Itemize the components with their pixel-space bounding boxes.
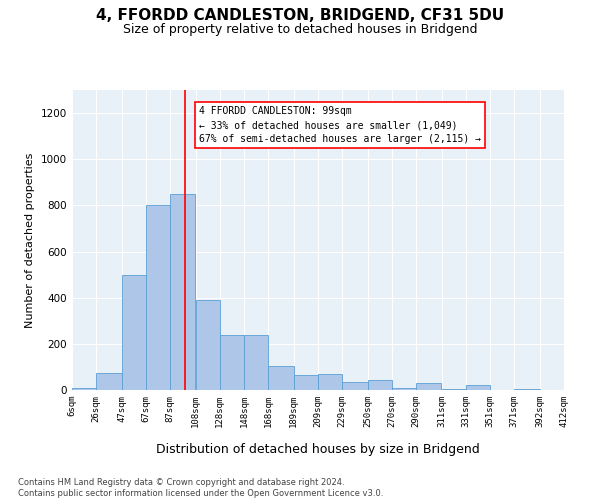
Bar: [368, 380, 392, 390]
Bar: [122, 274, 146, 390]
Bar: [442, 389, 466, 390]
Text: 4 FFORDD CANDLESTON: 99sqm
← 33% of detached houses are smaller (1,049)
67% of s: 4 FFORDD CANDLESTON: 99sqm ← 33% of deta…: [199, 106, 481, 144]
Y-axis label: Number of detached properties: Number of detached properties: [25, 152, 35, 328]
Text: Contains HM Land Registry data © Crown copyright and database right 2024.
Contai: Contains HM Land Registry data © Crown c…: [18, 478, 383, 498]
Bar: [220, 334, 244, 390]
Bar: [244, 334, 268, 390]
Bar: [392, 388, 416, 390]
Bar: [146, 206, 170, 390]
Bar: [196, 300, 220, 390]
Bar: [466, 386, 490, 390]
Text: Size of property relative to detached houses in Bridgend: Size of property relative to detached ho…: [123, 22, 477, 36]
Bar: [514, 389, 539, 390]
Bar: [97, 372, 122, 390]
Bar: [294, 375, 318, 390]
Bar: [170, 194, 196, 390]
Bar: [416, 383, 442, 390]
Bar: [268, 366, 293, 390]
Text: Distribution of detached houses by size in Bridgend: Distribution of detached houses by size …: [156, 442, 480, 456]
Bar: [72, 388, 96, 390]
Text: 4, FFORDD CANDLESTON, BRIDGEND, CF31 5DU: 4, FFORDD CANDLESTON, BRIDGEND, CF31 5DU: [96, 8, 504, 22]
Bar: [343, 382, 368, 390]
Bar: [318, 374, 342, 390]
